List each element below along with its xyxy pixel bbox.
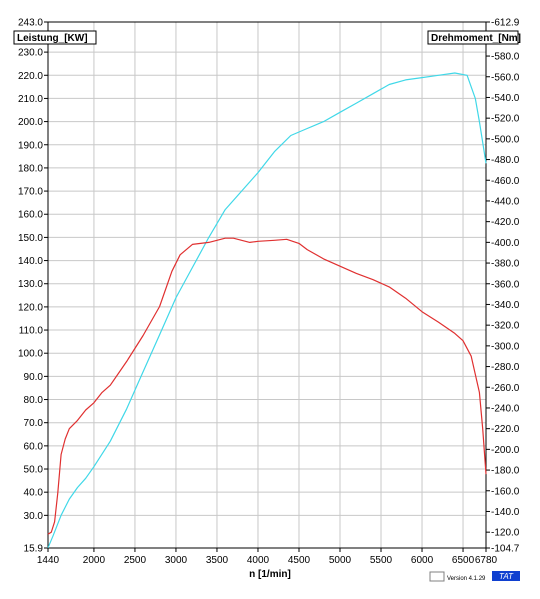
left-tick-label: 230.0 <box>18 48 43 59</box>
right-axis-title-box <box>427 30 519 45</box>
right-tick-label: -280.0 <box>491 362 520 373</box>
x-tick-label: 2000 <box>83 555 106 566</box>
left-tick-label: 220.0 <box>18 71 43 82</box>
right-tick-label: -500.0 <box>491 134 520 145</box>
x-tick-label: 2500 <box>124 555 147 566</box>
right-tick-label: -400.0 <box>491 238 520 249</box>
x-axis-title: n [1/min] <box>249 569 291 580</box>
right-tick-label: -460.0 <box>491 176 520 187</box>
left-tick-label: 200.0 <box>18 117 43 128</box>
left-tick-label: 80.0 <box>24 395 44 406</box>
right-tick-label: -540.0 <box>491 93 520 104</box>
right-tick-label: -140.0 <box>491 507 520 518</box>
left-tick-label: 190.0 <box>18 140 43 151</box>
left-tick-label: 90.0 <box>24 372 44 383</box>
right-tick-label: -260.0 <box>491 383 520 394</box>
left-tick-label: 210.0 <box>18 94 43 105</box>
right-tick-label: -440.0 <box>491 196 520 207</box>
left-tick-label: 130.0 <box>18 279 43 290</box>
left-tick-label: 110.0 <box>19 326 44 337</box>
version-text: Version 4.1.29 <box>447 576 486 582</box>
x-tick-label: 6780 <box>475 555 498 566</box>
right-tick-label: -340.0 <box>491 300 520 311</box>
right-tick-label: -360.0 <box>491 279 520 290</box>
right-tick-label: -180.0 <box>491 466 520 477</box>
torque-series-line <box>47 237 487 535</box>
left-tick-label: 150.0 <box>18 233 43 244</box>
right-tick-label: -612.9 <box>491 18 520 29</box>
x-tick-label: 3500 <box>206 555 229 566</box>
right-tick-label: -220.0 <box>491 424 520 435</box>
right-tick-label: -240.0 <box>491 403 520 414</box>
x-tick-label: 4000 <box>247 555 270 566</box>
right-tick-label: -480.0 <box>491 155 520 166</box>
plot-frame <box>47 21 487 549</box>
series <box>47 72 487 549</box>
right-tick-label: -320.0 <box>491 321 520 332</box>
left-tick-label: 30.0 <box>24 511 44 522</box>
right-tick-label: -420.0 <box>491 217 520 228</box>
left-tick-label: 50.0 <box>24 465 44 476</box>
right-axis-title: Drehmoment_[Nm] <box>431 33 521 44</box>
x-tick-label: 6500 <box>452 555 475 566</box>
x-tick-label: 6000 <box>411 555 434 566</box>
left-tick-label: 40.0 <box>24 488 44 499</box>
left-tick-label: 243.0 <box>18 18 43 29</box>
left-tick-label: 140.0 <box>18 256 43 267</box>
axes <box>44 21 490 552</box>
right-tick-label: -160.0 <box>491 486 520 497</box>
left-tick-label: 170.0 <box>18 187 43 198</box>
x-tick-label: 3000 <box>165 555 188 566</box>
power-series-line <box>47 72 487 549</box>
labels: 1440 2000 2500 3000 3500 4000 4500 5000 5500 6000… <box>18 18 520 567</box>
footer-box <box>429 571 445 582</box>
left-tick-label: 60.0 <box>24 441 44 452</box>
x-tick-label: 4500 <box>288 555 311 566</box>
tat-badge <box>492 571 520 581</box>
x-tick-label: 5000 <box>329 555 352 566</box>
left-tick-label: 120.0 <box>18 302 43 313</box>
right-tick-label: -580.0 <box>491 52 520 63</box>
right-tick-label: -104.7 <box>491 544 520 555</box>
right-tick-label: -520.0 <box>491 114 520 125</box>
left-axis-title-box <box>13 30 97 45</box>
x-tick-label: 1440 <box>37 555 60 566</box>
right-tick-label: -380.0 <box>491 259 520 270</box>
left-tick-label: 100.0 <box>18 349 43 360</box>
right-tick-label: -300.0 <box>491 341 520 352</box>
left-axis-title: Leistung_[KW] <box>17 33 88 44</box>
footer: Version 4.1.29 TAT <box>429 571 520 582</box>
left-tick-label: 15.9 <box>24 544 44 555</box>
right-tick-label: -560.0 <box>491 72 520 83</box>
right-tick-label: -200.0 <box>491 445 520 456</box>
tat-badge-text: TAT <box>499 572 514 581</box>
left-tick-label: 160.0 <box>18 210 43 221</box>
grid <box>47 22 487 548</box>
left-tick-label: 180.0 <box>18 163 43 174</box>
right-tick-label: -120.0 <box>491 528 520 539</box>
x-tick-label: 5500 <box>370 555 393 566</box>
left-tick-label: 70.0 <box>24 418 44 429</box>
